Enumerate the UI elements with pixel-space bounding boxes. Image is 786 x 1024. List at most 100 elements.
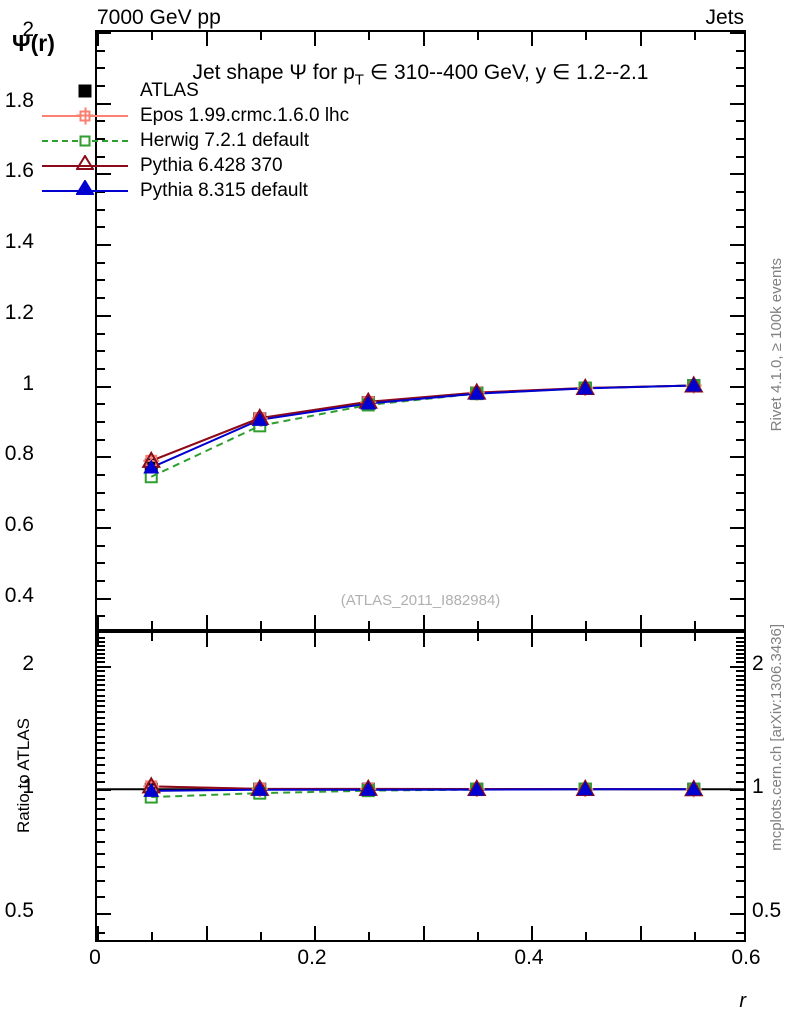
axis-tick: [97, 735, 105, 738]
axis-tick: [736, 656, 744, 659]
axis-tick: [97, 729, 105, 732]
data-point-marker: [685, 781, 702, 796]
axis-tick: [476, 621, 479, 629]
axis-tick: [736, 261, 744, 264]
axis-tick: [736, 880, 744, 883]
legend-label: ATLAS: [140, 79, 199, 101]
legend-marker-square-open-icon: [79, 135, 91, 146]
axis-tick: [736, 544, 744, 547]
axis-tick: [730, 173, 744, 176]
axis-tick: [97, 749, 105, 752]
series-line: [150, 384, 694, 478]
axis-tick: [736, 689, 744, 692]
legend-marker-cross-box-icon: [79, 110, 91, 121]
axis-tick: [97, 798, 105, 801]
axis-tick: [259, 32, 262, 40]
axis-tick: [97, 226, 105, 229]
axis-tick: [639, 633, 642, 647]
axis-tick: [736, 350, 744, 353]
axis-tick: [736, 367, 744, 370]
axis-tick: [97, 684, 105, 687]
rivet-version-note: Rivet 4.1.0, ≥ 100k events: [768, 258, 785, 432]
series-line: [151, 788, 694, 799]
axis-tick: [736, 679, 744, 682]
axis-tick: [97, 926, 99, 940]
axis-tick: [736, 780, 744, 783]
axis-tick: [259, 633, 262, 641]
axis-tick: [736, 615, 744, 618]
legend-marker-triangle-open-icon: [75, 153, 95, 177]
axis-tick: [151, 32, 154, 40]
data-point-marker: [685, 377, 702, 392]
x-tick-label: 0.6: [731, 946, 761, 969]
axis-tick: [368, 621, 371, 629]
axis-tick: [736, 670, 744, 673]
axis-tick: [97, 818, 105, 821]
axis-tick: [97, 350, 105, 353]
axis-tick: [736, 640, 744, 643]
axis-tick: [259, 932, 262, 940]
axis-tick: [205, 633, 208, 647]
axis-tick: [97, 155, 105, 158]
legend-item-pythia: Pythia 6.428 370: [42, 153, 349, 178]
main-series-canvas: [141, 375, 704, 484]
axis-tick: [97, 597, 111, 600]
axis-tick: [736, 332, 744, 335]
legend-key: [42, 103, 128, 128]
analysis-category-label: Jets: [705, 6, 744, 29]
axis-tick: [736, 772, 744, 775]
axis-tick: [585, 932, 588, 940]
analysis-id-watermark: (ATLAS_2011_I882984): [340, 592, 501, 609]
axis-tick: [693, 932, 696, 940]
axis-tick: [97, 385, 111, 388]
axis-tick: [97, 661, 105, 664]
axis-tick: [97, 674, 105, 677]
axis-tick: [97, 679, 105, 682]
axis-tick: [736, 749, 744, 752]
ratio-plot-panel: [95, 631, 746, 942]
axis-tick: [736, 644, 744, 647]
axis-tick: [205, 32, 208, 46]
series-line: [151, 788, 694, 792]
axis-tick: [736, 722, 744, 725]
y-tick-label: 0.4: [4, 583, 34, 607]
axis-tick: [736, 509, 744, 512]
axis-tick: [97, 102, 111, 105]
mcplots-source-note: mcplots.cern.ch [arXiv:1306.3436]: [768, 624, 785, 851]
axis-tick: [97, 716, 105, 719]
axis-tick: [736, 684, 744, 687]
y-tick-label: 2: [22, 18, 34, 41]
axis-tick: [151, 633, 154, 641]
axis-tick: [736, 808, 744, 810]
legend-item-pythia: Pythia 8.315 default: [42, 178, 349, 203]
legend-label: Herwig 7.2.1 default: [140, 129, 309, 151]
axis-tick: [97, 173, 111, 176]
axis-tick: [736, 735, 744, 738]
x-axis-label: r: [739, 990, 746, 1012]
axis-tick: [736, 155, 744, 158]
axis-tick: [736, 756, 744, 759]
legend-label: Pythia 6.428 370: [140, 154, 283, 176]
axis-tick: [97, 636, 105, 639]
axis-tick: [97, 652, 105, 655]
axis-tick: [736, 652, 744, 655]
axis-tick: [736, 191, 744, 194]
axis-tick: [368, 32, 371, 40]
axis-tick: [97, 808, 105, 810]
axis-tick: [693, 32, 696, 40]
series-line: [150, 384, 694, 462]
data-point-marker: [251, 781, 268, 796]
axis-tick: [314, 926, 316, 940]
axis-tick: [730, 102, 744, 105]
axis-tick: [97, 314, 111, 317]
axis-tick: [97, 789, 111, 792]
axis-tick: [97, 367, 105, 370]
axis-tick: [730, 912, 744, 915]
data-point-marker: [143, 459, 160, 474]
y-tick-label: 1.2: [4, 300, 34, 324]
axis-tick: [205, 926, 208, 940]
axis-tick: [97, 772, 105, 775]
axis-tick: [736, 711, 744, 713]
main-plot-panel: Jet shape Ψ for pT ∈ 310--400 GeV, y ∈ 1…: [95, 30, 746, 631]
axis-tick: [97, 689, 105, 692]
